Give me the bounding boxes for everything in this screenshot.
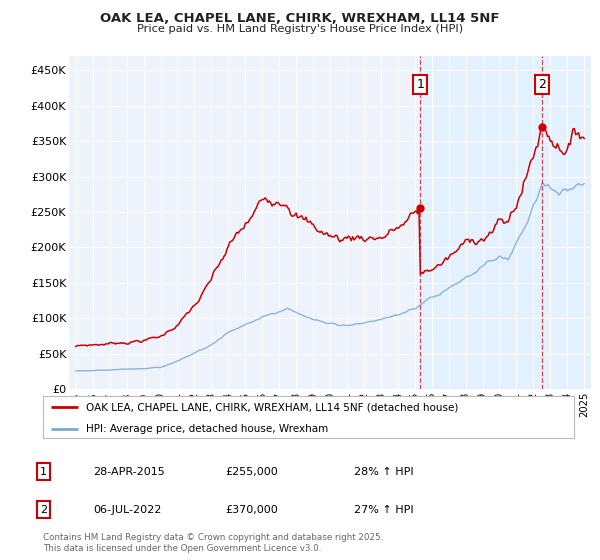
Text: 2: 2 xyxy=(538,78,546,91)
Text: 28-APR-2015: 28-APR-2015 xyxy=(93,466,165,477)
Text: £255,000: £255,000 xyxy=(225,466,278,477)
Bar xyxy=(421,56,591,389)
Text: 2: 2 xyxy=(40,505,47,515)
Text: 27% ↑ HPI: 27% ↑ HPI xyxy=(354,505,413,515)
Text: OAK LEA, CHAPEL LANE, CHIRK, WREXHAM, LL14 5NF (detached house): OAK LEA, CHAPEL LANE, CHIRK, WREXHAM, LL… xyxy=(86,402,458,412)
Text: 1: 1 xyxy=(40,466,47,477)
Text: Price paid vs. HM Land Registry's House Price Index (HPI): Price paid vs. HM Land Registry's House … xyxy=(137,24,463,34)
Text: £370,000: £370,000 xyxy=(225,505,278,515)
Text: 28% ↑ HPI: 28% ↑ HPI xyxy=(354,466,413,477)
Text: 06-JUL-2022: 06-JUL-2022 xyxy=(93,505,161,515)
Text: Contains HM Land Registry data © Crown copyright and database right 2025.
This d: Contains HM Land Registry data © Crown c… xyxy=(43,533,383,553)
Text: 1: 1 xyxy=(416,78,424,91)
Text: OAK LEA, CHAPEL LANE, CHIRK, WREXHAM, LL14 5NF: OAK LEA, CHAPEL LANE, CHIRK, WREXHAM, LL… xyxy=(100,12,500,25)
Text: HPI: Average price, detached house, Wrexham: HPI: Average price, detached house, Wrex… xyxy=(86,424,328,433)
